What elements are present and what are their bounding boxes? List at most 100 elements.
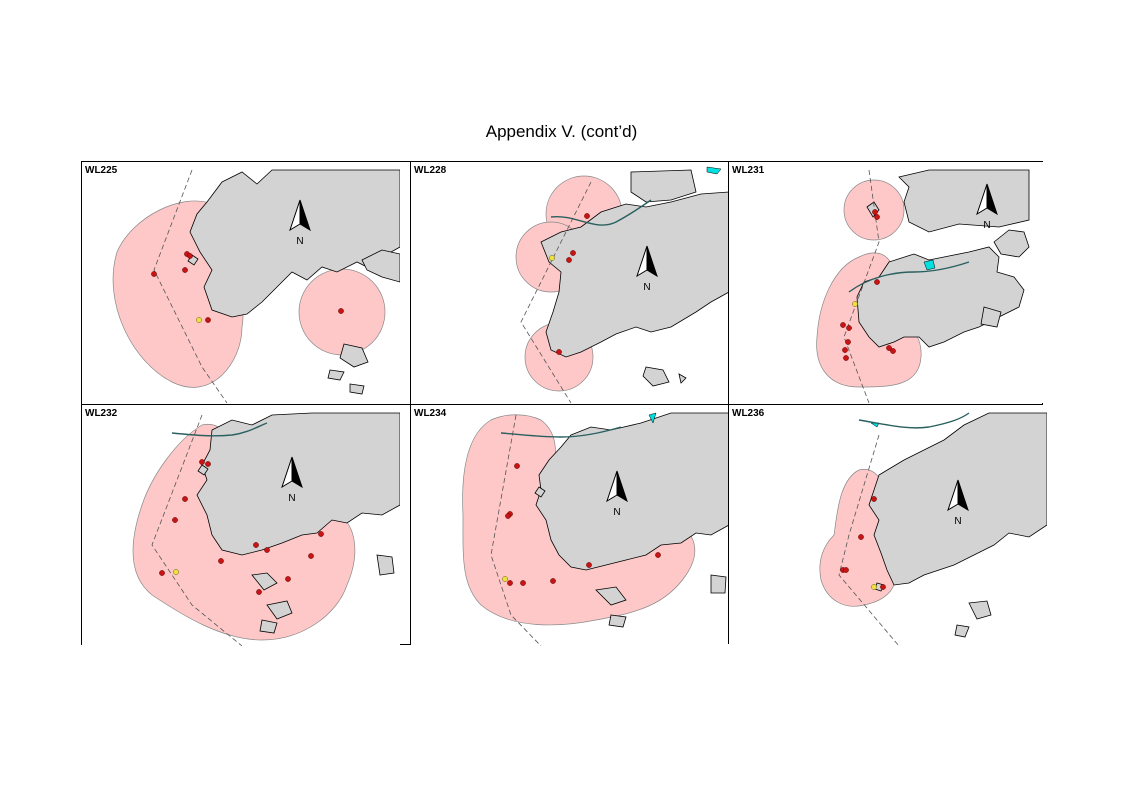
- land-mass: [993, 229, 1030, 258]
- site-marker-red: [886, 345, 892, 351]
- site-marker-red: [159, 570, 165, 576]
- water-body: [648, 412, 657, 424]
- panel-label: WL232: [85, 408, 118, 419]
- site-marker-yellow: [871, 584, 877, 590]
- water-body: [706, 166, 722, 175]
- site-marker-red: [507, 580, 513, 586]
- site-marker-red: [843, 567, 849, 573]
- land-mass: [678, 373, 687, 384]
- land-mass: [710, 574, 727, 594]
- site-marker-red: [256, 589, 262, 595]
- land-mass: [608, 614, 627, 628]
- site-marker-yellow: [173, 569, 179, 575]
- panel-label: WL236: [732, 408, 765, 419]
- site-marker-red: [514, 463, 520, 469]
- site-marker-red: [556, 349, 562, 355]
- road-line: [848, 261, 970, 293]
- map-panel-wl228: N WL228: [411, 162, 729, 403]
- north-label: N: [983, 220, 990, 231]
- site-marker-red: [285, 576, 291, 582]
- boundary-line: [838, 434, 900, 646]
- map-panel-wl232: N WL232: [82, 405, 400, 646]
- site-marker-red: [199, 459, 205, 465]
- site-marker-red: [586, 562, 592, 568]
- site-marker-red: [187, 253, 193, 259]
- land-mass: [540, 191, 729, 358]
- site-marker-red: [570, 250, 576, 256]
- road-line: [858, 412, 970, 429]
- site-marker-red: [880, 584, 886, 590]
- site-marker-red: [871, 496, 877, 502]
- boundary-line: [151, 414, 243, 646]
- site-marker-red: [846, 325, 852, 331]
- water-body: [923, 259, 936, 271]
- land-mass: [595, 586, 627, 606]
- north-arrow-icon: N: [947, 479, 969, 527]
- land-mass: [327, 369, 345, 381]
- land-mass: [251, 572, 278, 591]
- land-mass: [266, 600, 293, 620]
- land-mass: [197, 464, 209, 476]
- site-marker-red: [318, 531, 324, 537]
- north-arrow-icon: N: [976, 183, 998, 231]
- panel-label: WL231: [732, 165, 765, 176]
- panel-label: WL228: [414, 165, 447, 176]
- grid-divider: [410, 162, 411, 644]
- map-panel-wl231: N WL231: [729, 162, 1047, 403]
- north-label: N: [613, 507, 620, 518]
- site-marker-red: [840, 322, 846, 328]
- grid-divider: [728, 162, 729, 644]
- site-marker-red: [842, 347, 848, 353]
- site-marker-red: [172, 517, 178, 523]
- land-mass: [980, 306, 1002, 328]
- north-arrow-icon: N: [606, 470, 628, 518]
- road-line: [500, 426, 622, 438]
- site-marker-red: [550, 578, 556, 584]
- panel-label: WL225: [85, 165, 118, 176]
- grid-divider: [82, 404, 1042, 405]
- site-marker-red: [182, 496, 188, 502]
- road-line: [550, 199, 652, 226]
- north-arrow-icon: N: [636, 245, 658, 293]
- site-marker-red: [845, 339, 851, 345]
- site-marker-red: [584, 213, 590, 219]
- land-mass: [642, 366, 670, 387]
- site-marker-red: [205, 317, 211, 323]
- map-panel-wl236: N WL236: [729, 405, 1047, 646]
- site-marker-yellow: [549, 255, 555, 261]
- site-marker-red: [308, 553, 314, 559]
- site-marker-yellow: [502, 576, 508, 582]
- land-mass: [349, 383, 365, 395]
- land-mass: [259, 619, 278, 634]
- north-label: N: [296, 236, 303, 247]
- site-marker-red: [338, 308, 344, 314]
- site-marker-red: [843, 355, 849, 361]
- land-mass: [968, 600, 992, 620]
- north-label: N: [954, 516, 961, 527]
- site-marker-red: [655, 552, 661, 558]
- boundary-line: [153, 169, 228, 403]
- boundary-line: [520, 181, 592, 403]
- road-line: [171, 422, 268, 437]
- land-mass: [339, 343, 369, 368]
- site-marker-red: [264, 547, 270, 553]
- land-mass: [630, 169, 697, 203]
- site-marker-red: [874, 214, 880, 220]
- north-label: N: [288, 493, 295, 504]
- land-mass: [898, 169, 1030, 233]
- map-grid: N WL225 N WL228: [81, 161, 1047, 646]
- site-marker-red: [205, 461, 211, 467]
- site-marker-red: [890, 348, 896, 354]
- site-marker-yellow: [196, 317, 202, 323]
- map-panel-wl234: N WL234: [411, 405, 729, 646]
- site-marker-red: [182, 267, 188, 273]
- panel-label: WL234: [414, 408, 447, 419]
- site-marker-red: [858, 534, 864, 540]
- page-title: Appendix V. (cont’d): [485, 122, 638, 141]
- land-mass: [534, 486, 546, 498]
- land-mass: [189, 169, 400, 318]
- site-marker-red: [505, 513, 511, 519]
- boundary-line: [843, 169, 880, 403]
- land-mass: [954, 624, 970, 638]
- site-marker-red: [151, 271, 157, 277]
